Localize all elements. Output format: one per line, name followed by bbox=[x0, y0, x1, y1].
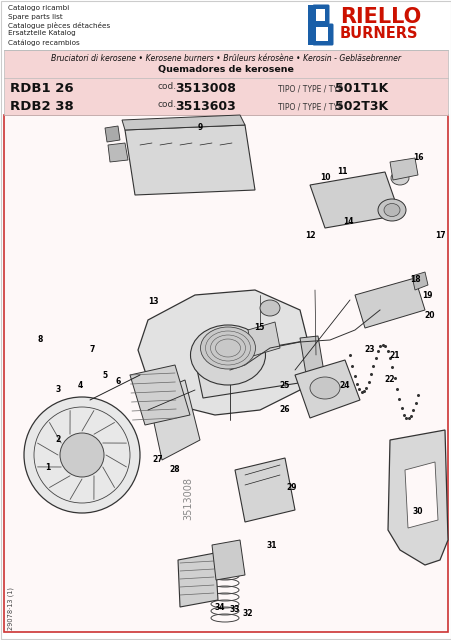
Text: 32: 32 bbox=[242, 609, 253, 618]
Text: RDB1 26: RDB1 26 bbox=[10, 82, 74, 95]
Bar bbox=[315, 27, 327, 41]
Text: 31: 31 bbox=[266, 541, 276, 550]
Polygon shape bbox=[309, 172, 399, 228]
Text: 20: 20 bbox=[424, 310, 434, 319]
Bar bbox=[315, 9, 324, 21]
Polygon shape bbox=[212, 540, 244, 580]
Text: Catalogo ricambi: Catalogo ricambi bbox=[8, 5, 69, 11]
Text: 501T1K: 501T1K bbox=[334, 82, 387, 95]
Bar bbox=[307, 5, 314, 45]
Text: 24: 24 bbox=[339, 381, 350, 390]
Text: 33: 33 bbox=[229, 605, 240, 614]
Polygon shape bbox=[354, 278, 424, 328]
Circle shape bbox=[60, 433, 104, 477]
Ellipse shape bbox=[259, 300, 279, 316]
Polygon shape bbox=[108, 143, 128, 162]
FancyBboxPatch shape bbox=[312, 24, 333, 45]
Text: cod.: cod. bbox=[158, 82, 177, 91]
Polygon shape bbox=[147, 380, 199, 460]
Text: Catálogo recambios: Catálogo recambios bbox=[8, 39, 79, 45]
Polygon shape bbox=[248, 322, 279, 356]
Polygon shape bbox=[295, 360, 359, 418]
Circle shape bbox=[24, 397, 140, 513]
Text: RIELLO: RIELLO bbox=[339, 7, 420, 27]
Bar bbox=[4, 115, 447, 632]
Text: 7: 7 bbox=[89, 346, 94, 355]
Polygon shape bbox=[194, 340, 318, 398]
Polygon shape bbox=[411, 272, 427, 290]
Text: 23: 23 bbox=[364, 346, 374, 355]
Text: 8: 8 bbox=[37, 335, 42, 344]
Ellipse shape bbox=[309, 377, 339, 399]
Bar bbox=[4, 50, 447, 115]
Text: TIPO / TYPE / TYP: TIPO / TYPE / TYP bbox=[277, 102, 342, 111]
Text: 27: 27 bbox=[152, 456, 163, 465]
Polygon shape bbox=[130, 365, 189, 425]
Ellipse shape bbox=[390, 171, 408, 185]
Ellipse shape bbox=[190, 325, 265, 385]
Text: 25: 25 bbox=[279, 381, 290, 390]
Text: 10: 10 bbox=[319, 173, 330, 182]
Text: Spare parts list: Spare parts list bbox=[8, 13, 63, 19]
Text: 3513008: 3513008 bbox=[175, 82, 235, 95]
Text: Catalogue pièces détachées: Catalogue pièces détachées bbox=[8, 22, 110, 29]
Text: 11: 11 bbox=[336, 168, 346, 177]
Text: cod.: cod. bbox=[158, 100, 177, 109]
Text: 2: 2 bbox=[55, 435, 60, 445]
Text: 3: 3 bbox=[55, 385, 60, 394]
Polygon shape bbox=[122, 115, 244, 130]
Text: 18: 18 bbox=[409, 275, 419, 285]
Text: 3513603: 3513603 bbox=[175, 100, 235, 113]
Text: 4: 4 bbox=[77, 381, 83, 390]
Text: 34: 34 bbox=[214, 604, 225, 612]
Ellipse shape bbox=[200, 327, 255, 369]
Text: 9: 9 bbox=[197, 122, 202, 131]
Text: 19: 19 bbox=[421, 291, 431, 301]
Text: 29: 29 bbox=[286, 483, 297, 493]
Polygon shape bbox=[235, 458, 295, 522]
Polygon shape bbox=[299, 336, 324, 380]
Text: 1: 1 bbox=[45, 463, 51, 472]
Polygon shape bbox=[178, 553, 217, 607]
Polygon shape bbox=[125, 125, 254, 195]
Text: Bruciatori di kerosene • Kerosene burners • Brûleurs kérosène • Kerosin - Gebläs: Bruciatori di kerosene • Kerosene burner… bbox=[51, 54, 400, 63]
Text: 13: 13 bbox=[147, 298, 158, 307]
Text: 502T3K: 502T3K bbox=[334, 100, 387, 113]
Text: 30: 30 bbox=[412, 508, 422, 516]
Polygon shape bbox=[105, 126, 120, 142]
Text: 21: 21 bbox=[389, 351, 400, 360]
Ellipse shape bbox=[383, 204, 399, 216]
Polygon shape bbox=[389, 158, 417, 180]
Text: Ersatzteile Katalog: Ersatzteile Katalog bbox=[8, 31, 76, 36]
Text: 3513008: 3513008 bbox=[183, 477, 193, 520]
Text: 17: 17 bbox=[434, 230, 444, 239]
Text: RDB2 38: RDB2 38 bbox=[10, 100, 74, 113]
Text: 14: 14 bbox=[342, 218, 353, 227]
FancyBboxPatch shape bbox=[312, 4, 329, 24]
Text: 29078·13 (1): 29078·13 (1) bbox=[8, 587, 14, 630]
Text: TIPO / TYPE / TYP: TIPO / TYPE / TYP bbox=[277, 84, 342, 93]
Text: 5: 5 bbox=[102, 371, 107, 380]
Text: 16: 16 bbox=[412, 154, 422, 163]
Text: BURNERS: BURNERS bbox=[339, 26, 418, 41]
Text: 26: 26 bbox=[279, 406, 290, 415]
Polygon shape bbox=[387, 430, 447, 565]
Polygon shape bbox=[404, 462, 437, 528]
Text: 28: 28 bbox=[169, 465, 180, 474]
Polygon shape bbox=[138, 290, 309, 415]
Text: 15: 15 bbox=[253, 323, 263, 333]
Text: 6: 6 bbox=[115, 378, 120, 387]
Text: 12: 12 bbox=[304, 230, 314, 239]
Ellipse shape bbox=[377, 199, 405, 221]
Text: Quemadores de kerosene: Quemadores de kerosene bbox=[158, 65, 293, 74]
Text: 22: 22 bbox=[384, 376, 394, 385]
